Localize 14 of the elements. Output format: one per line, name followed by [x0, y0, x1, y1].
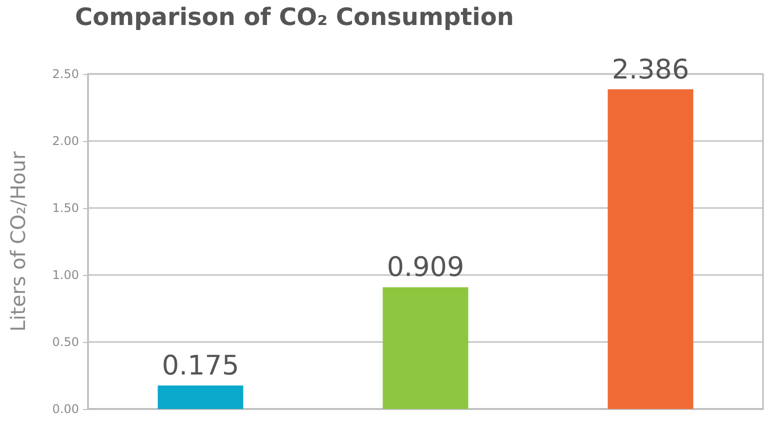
y-tick-label: 2.50 — [52, 67, 79, 81]
bar — [382, 287, 468, 409]
y-axis-title: Liters of CO₂/Hour — [6, 150, 30, 332]
y-tick-label: 0.50 — [52, 335, 79, 349]
y-tick-label: 1.00 — [52, 268, 79, 282]
bar — [608, 89, 694, 409]
chart-title: Comparison of CO₂ Consumption — [75, 3, 514, 31]
y-tick-label: 0.00 — [52, 402, 79, 416]
bar — [158, 386, 244, 409]
data-label: 2.386 — [612, 54, 690, 86]
data-label: 0.175 — [162, 350, 240, 382]
data-label: 0.909 — [386, 252, 464, 284]
y-tick-label: 1.50 — [52, 201, 79, 215]
y-tick-label: 2.00 — [52, 134, 79, 148]
